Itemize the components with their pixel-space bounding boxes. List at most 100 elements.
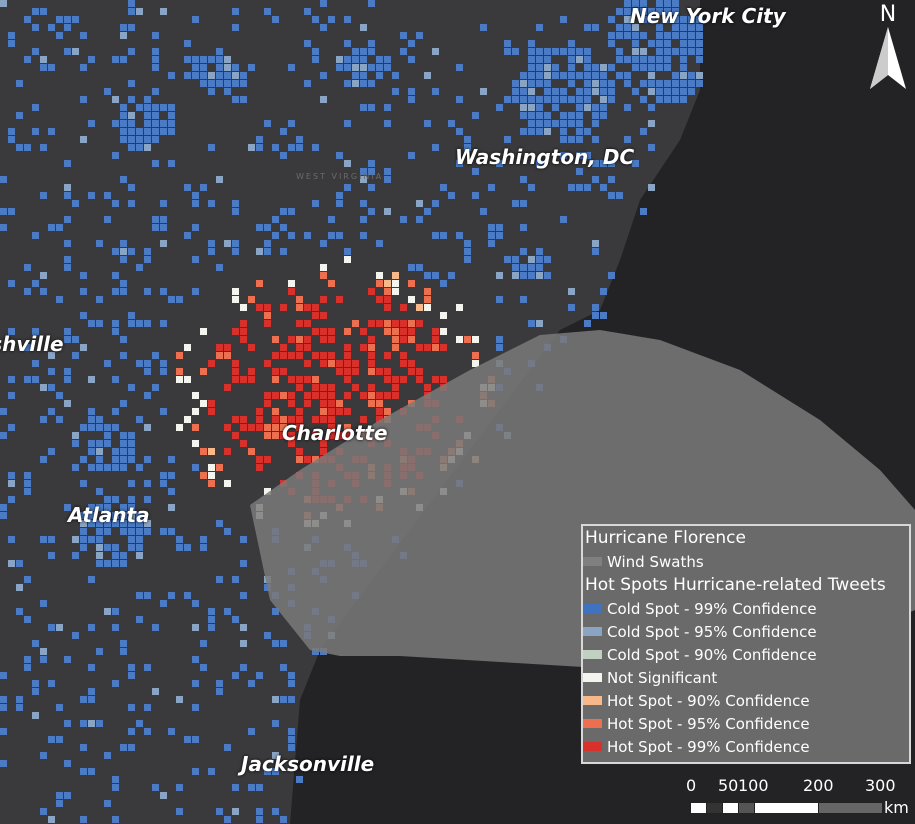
grid-cell xyxy=(600,80,607,87)
grid-cell xyxy=(304,232,311,239)
grid-cell xyxy=(488,224,495,231)
grid-cell xyxy=(40,808,47,815)
grid-cell xyxy=(8,536,15,543)
grid-cell xyxy=(568,64,575,71)
grid-cell xyxy=(56,800,63,807)
grid-cell xyxy=(560,16,567,23)
grid-cell xyxy=(48,352,55,359)
grid-cell xyxy=(8,376,15,383)
grid-cell xyxy=(112,152,119,159)
grid-cell xyxy=(392,384,399,391)
grid-cell xyxy=(296,320,303,327)
grid-cell xyxy=(192,192,199,199)
grid-cell xyxy=(512,96,519,103)
grid-cell xyxy=(280,152,287,159)
grid-cell xyxy=(376,56,383,63)
grid-cell xyxy=(376,392,383,399)
grid-cell xyxy=(64,504,71,511)
grid-cell xyxy=(424,288,431,295)
grid-cell xyxy=(112,408,119,415)
grid-cell xyxy=(32,680,39,687)
grid-cell xyxy=(168,104,175,111)
grid-cell xyxy=(48,624,55,631)
grid-cell xyxy=(632,88,639,95)
grid-cell xyxy=(144,728,151,735)
grid-cell xyxy=(384,392,391,399)
grid-cell xyxy=(8,480,15,487)
grid-cell xyxy=(544,128,551,135)
grid-cell xyxy=(400,328,407,335)
grid-cell xyxy=(624,0,631,7)
grid-cell xyxy=(264,632,271,639)
grid-cell xyxy=(616,48,623,55)
grid-cell xyxy=(384,168,391,175)
grid-cell xyxy=(248,728,255,735)
grid-cell xyxy=(672,0,679,7)
grid-cell xyxy=(120,400,127,407)
city-label-atlanta: Atlanta xyxy=(68,503,150,527)
grid-cell xyxy=(520,176,527,183)
grid-cell xyxy=(528,64,535,71)
grid-cell xyxy=(288,736,295,743)
grid-cell xyxy=(104,216,111,223)
grid-cell xyxy=(328,336,335,343)
grid-cell xyxy=(248,64,255,71)
grid-cell xyxy=(240,424,247,431)
grid-cell xyxy=(144,664,151,671)
grid-cell xyxy=(544,120,551,127)
grid-cell xyxy=(512,200,519,207)
grid-cell xyxy=(576,48,583,55)
grid-cell xyxy=(32,8,39,15)
grid-cell xyxy=(696,56,703,63)
grid-cell xyxy=(112,776,119,783)
grid-cell xyxy=(520,88,527,95)
grid-cell xyxy=(256,248,263,255)
grid-cell xyxy=(336,152,343,159)
grid-cell xyxy=(168,504,175,511)
grid-cell xyxy=(120,128,127,135)
grid-cell xyxy=(392,344,399,351)
grid-cell xyxy=(152,48,159,55)
grid-cell xyxy=(136,528,143,535)
grid-cell xyxy=(112,456,119,463)
grid-cell xyxy=(0,504,7,511)
grid-cell xyxy=(208,80,215,87)
grid-cell xyxy=(104,424,111,431)
grid-cell xyxy=(656,48,663,55)
grid-cell xyxy=(80,136,87,143)
grid-cell xyxy=(360,48,367,55)
grid-cell xyxy=(168,128,175,135)
grid-cell xyxy=(120,104,127,111)
grid-cell xyxy=(152,352,159,359)
grid-cell xyxy=(648,16,655,23)
grid-cell xyxy=(48,64,55,71)
grid-cell xyxy=(208,240,215,247)
grid-cell xyxy=(504,48,511,55)
grid-cell xyxy=(576,72,583,79)
grid-cell xyxy=(32,232,39,239)
grid-cell xyxy=(440,312,447,319)
grid-cell xyxy=(632,0,639,7)
grid-cell xyxy=(248,784,255,791)
grid-cell xyxy=(256,304,263,311)
grid-cell xyxy=(664,96,671,103)
grid-cell xyxy=(560,48,567,55)
grid-cell xyxy=(184,376,191,383)
grid-cell xyxy=(40,272,47,279)
grid-cell xyxy=(224,344,231,351)
grid-cell xyxy=(64,264,71,271)
grid-cell xyxy=(528,120,535,127)
grid-cell xyxy=(664,80,671,87)
grid-cell xyxy=(40,384,47,391)
grid-cell xyxy=(88,376,95,383)
grid-cell xyxy=(304,336,311,343)
grid-cell xyxy=(104,192,111,199)
grid-cell xyxy=(96,240,103,247)
grid-cell xyxy=(488,240,495,247)
grid-cell xyxy=(296,776,303,783)
grid-cell xyxy=(64,328,71,335)
grid-cell xyxy=(440,184,447,191)
grid-cell xyxy=(664,0,671,7)
grid-cell xyxy=(32,376,39,383)
grid-cell xyxy=(544,64,551,71)
